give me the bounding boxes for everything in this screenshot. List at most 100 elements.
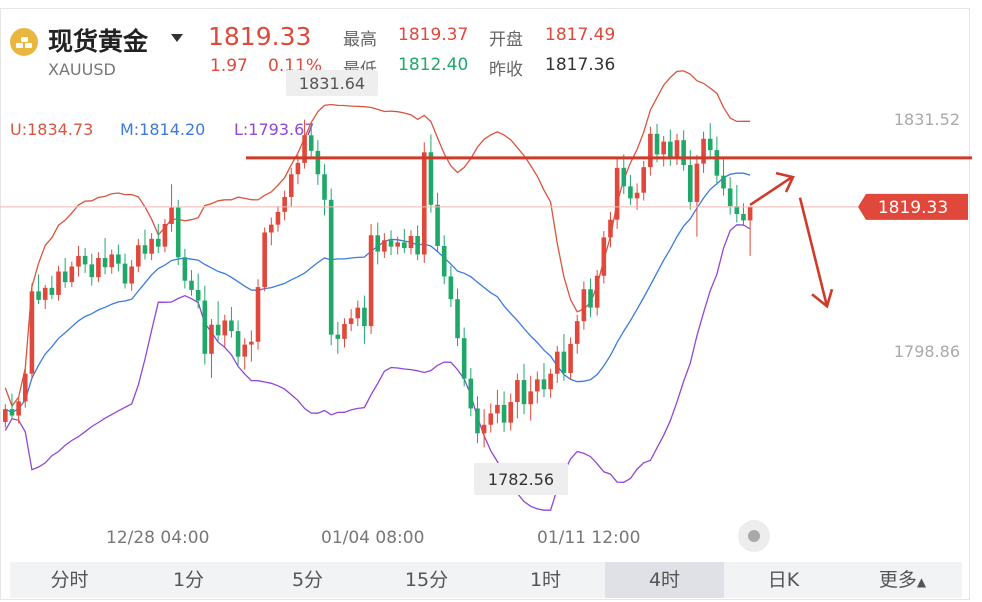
candle: [668, 129, 673, 166]
candle: [388, 230, 394, 256]
candle: [202, 285, 208, 365]
candle: [588, 278, 593, 317]
candle: [541, 363, 547, 398]
candlestick-chart[interactable]: 1819.33 1831.52 1798.86 1831.64 1782.56: [0, 0, 982, 520]
candle: [122, 253, 128, 289]
candle: [49, 275, 55, 300]
candle: [102, 238, 108, 275]
candle: [727, 177, 733, 215]
candle: [488, 403, 494, 433]
tab-15min[interactable]: 15分: [404, 569, 449, 591]
candle: [721, 159, 726, 196]
candle: [175, 199, 181, 266]
candle: [561, 333, 567, 381]
candle: [501, 391, 507, 432]
tab-more[interactable]: 更多▲: [843, 562, 962, 598]
candle: [89, 253, 95, 286]
lower-band-line: [4, 224, 751, 511]
y-tick-label: 1798.86: [894, 342, 960, 361]
middle-band-line: [5, 172, 751, 414]
tab-1min[interactable]: 1分: [172, 569, 205, 591]
instrument-title[interactable]: 现货黄金: [48, 27, 149, 56]
tab-5min[interactable]: 5分: [291, 569, 324, 591]
candle: [242, 338, 248, 370]
max-price-marker: 1831.64: [286, 70, 378, 96]
candle: [468, 368, 474, 417]
candle: [707, 123, 713, 158]
svg-text:1782.56: 1782.56: [488, 470, 554, 489]
candle: [3, 404, 8, 428]
tab-fenshi[interactable]: 分时: [50, 569, 89, 591]
candle: [189, 270, 194, 296]
candle: [395, 236, 400, 255]
candle: [621, 154, 627, 195]
candle: [335, 321, 341, 354]
candle: [288, 167, 294, 207]
arrow-down-annotation: [798, 197, 834, 309]
arrow-up-annotation: [749, 171, 795, 206]
candle: [402, 228, 407, 254]
candle: [694, 155, 700, 237]
candle: [548, 368, 553, 398]
last-price: 1819.33: [208, 22, 312, 51]
chevron-down-icon[interactable]: [171, 34, 183, 42]
candle: [328, 188, 334, 346]
candle: [408, 230, 414, 255]
open-value: 1817.49: [545, 25, 616, 45]
candle: [415, 225, 420, 261]
candle: [375, 222, 381, 265]
candle: [521, 363, 527, 415]
candle: [82, 248, 88, 273]
candle: [76, 245, 81, 277]
high-value: 1819.37: [398, 25, 469, 45]
candle: [155, 223, 161, 254]
candle: [209, 319, 214, 378]
candle: [295, 155, 301, 185]
candle: [581, 281, 587, 330]
candle: [661, 135, 666, 167]
candle: [22, 368, 28, 408]
candle: [441, 235, 447, 285]
candle: [269, 217, 274, 246]
scroll-handle[interactable]: [738, 520, 770, 552]
candle: [162, 218, 168, 253]
upper-band-indicator: U:1834.73: [10, 120, 94, 139]
candle: [674, 133, 680, 166]
current-price-tag: 1819.33: [858, 193, 968, 220]
candle: [235, 320, 241, 366]
current-price-label: 1819.33: [878, 198, 948, 218]
candle: [508, 393, 514, 431]
candle: [9, 393, 15, 419]
candle: [515, 373, 520, 419]
tab-daily[interactable]: 日K: [767, 569, 800, 591]
candle: [215, 301, 221, 342]
candle: [322, 164, 327, 216]
candle: [435, 192, 440, 253]
candle: [681, 130, 686, 171]
candle: [249, 330, 254, 362]
lower-band-indicator: L:1793.67: [234, 120, 315, 139]
candle: [481, 409, 487, 448]
candle: [169, 184, 174, 232]
candle: [608, 211, 613, 248]
x-tick-label: 01/04 08:00: [321, 528, 425, 548]
candle: [687, 150, 693, 210]
candle: [554, 346, 560, 383]
candle: [355, 300, 361, 327]
tab-4hour[interactable]: 4时: [605, 562, 724, 598]
candle: [348, 309, 354, 332]
candle: [275, 206, 281, 232]
candle: [69, 261, 75, 288]
x-tick-label: 01/11 12:00: [537, 528, 641, 548]
candle: [16, 397, 21, 424]
high-label: 最高: [343, 30, 377, 50]
candle: [262, 227, 267, 292]
candle: [594, 270, 600, 316]
tab-1hour[interactable]: 1时: [529, 569, 562, 591]
candle: [129, 260, 134, 291]
candle: [62, 258, 68, 288]
candle: [614, 158, 620, 229]
candle: [747, 206, 753, 256]
candle: [36, 274, 41, 305]
candle: [282, 190, 287, 221]
